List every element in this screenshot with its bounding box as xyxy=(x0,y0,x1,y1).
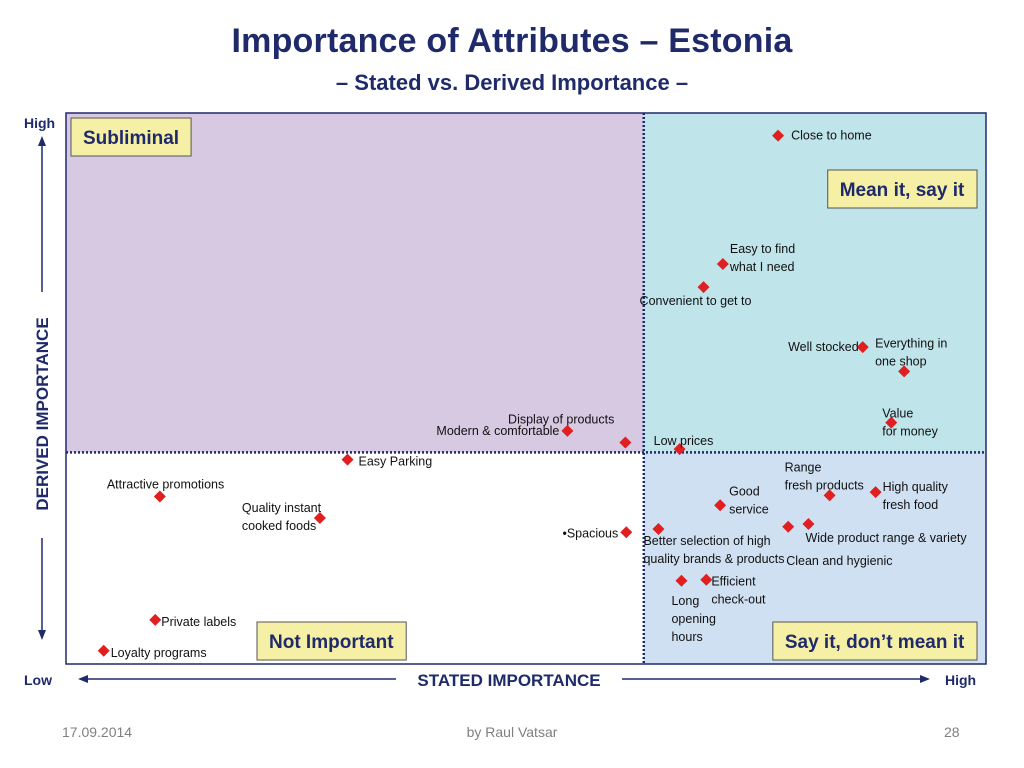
data-point-marker xyxy=(898,365,911,378)
data-point-marker xyxy=(802,518,815,531)
x-axis-arrow-right xyxy=(920,675,930,683)
footer-date: 17.09.2014 xyxy=(62,724,133,740)
quadrant-subliminal-bg xyxy=(66,113,644,453)
y-axis-title: DERIVED IMPORTANCE xyxy=(33,317,52,510)
data-point-marker xyxy=(97,644,110,657)
data-point-label: Attractive promotions xyxy=(107,477,224,491)
data-point-label: Easy Parking xyxy=(359,455,433,469)
data-point-label: Efficient check-out xyxy=(711,575,766,607)
data-point-label: Good service xyxy=(729,484,769,516)
data-point-marker xyxy=(652,523,665,536)
quadrant-label-bottom-left: Not Important xyxy=(256,621,407,661)
quadrant-label-text: Say it, don’t mean it xyxy=(785,632,965,653)
data-point-marker xyxy=(869,486,882,499)
footer-page-number: 28 xyxy=(944,724,960,740)
quadrant-label-text: Not Important xyxy=(269,632,394,653)
data-point-marker xyxy=(782,520,795,533)
data-point-marker xyxy=(313,511,326,524)
x-axis-low-label: Low xyxy=(24,672,52,688)
quadrant-label-box xyxy=(827,169,978,209)
data-point-marker xyxy=(716,257,729,270)
data-point-marker xyxy=(561,424,574,437)
data-point-label: Everything in one shop xyxy=(875,336,947,368)
data-point-marker xyxy=(673,443,686,456)
y-axis-arrow-up xyxy=(38,136,46,146)
quadrant-label-bottom-right: Say it, don’t mean it xyxy=(772,621,978,661)
x-axis-title: STATED IMPORTANCE xyxy=(417,671,600,690)
data-point-marker xyxy=(149,613,162,626)
y-axis-arrow-down xyxy=(38,630,46,640)
data-point-marker xyxy=(341,453,354,466)
data-point-label: Private labels xyxy=(161,615,236,629)
data-point-marker xyxy=(620,526,633,539)
slide-subtitle: – Stated vs. Derived Importance – xyxy=(335,70,689,95)
data-point-label: Display of products xyxy=(508,412,614,426)
quadrant-label-box xyxy=(256,621,407,661)
data-point-marker xyxy=(619,436,632,449)
data-point-marker xyxy=(700,573,713,586)
data-point-marker xyxy=(675,574,688,587)
quadrant-label-box xyxy=(772,621,978,661)
data-point-label: Well stocked xyxy=(788,340,859,354)
quadrant-mean-it-bg xyxy=(643,113,986,453)
data-point-marker xyxy=(153,490,166,503)
data-point-label: Value for money xyxy=(882,407,938,439)
data-point-label: Long opening hours xyxy=(671,594,716,644)
data-point-label: Better selection of high quality brands &… xyxy=(643,534,784,566)
quadrant-label-top-right: Mean it, say it xyxy=(827,169,978,209)
plot-frame xyxy=(65,112,987,665)
data-point-label: Close to home xyxy=(791,129,872,143)
slide-title: Importance of Attributes – Estonia xyxy=(231,22,793,60)
x-axis-arrow-left xyxy=(78,675,88,683)
data-point-label: Loyalty programs xyxy=(111,646,207,660)
data-point-label: Wide product range & variety xyxy=(805,531,967,545)
quadrant-label-text: Mean it, say it xyxy=(840,180,965,201)
data-point-marker xyxy=(885,416,898,429)
data-point-label: Easy to find what I need xyxy=(729,242,795,274)
quadrant-label-box xyxy=(70,117,192,157)
data-point-marker xyxy=(772,129,785,142)
x-axis-high-label: High xyxy=(945,672,976,688)
data-point-marker xyxy=(823,489,836,502)
data-point-label: Low prices xyxy=(654,434,714,448)
data-point-label: Clean and hygienic xyxy=(786,554,892,568)
quadrant-label-text: Subliminal xyxy=(83,128,179,149)
data-point-label: •Spacious xyxy=(562,526,618,540)
quadrant-label-top-left: Subliminal xyxy=(70,117,192,157)
data-point-label: Convenient to get to xyxy=(640,294,752,308)
y-axis-high-label: High xyxy=(24,115,55,131)
data-point-label: Quality instant cooked foods xyxy=(242,501,322,533)
data-point-label: Modern & comfortable xyxy=(436,424,559,438)
data-point-marker xyxy=(697,281,710,294)
data-point-label: Range fresh products xyxy=(785,460,864,492)
data-point-label: High quality fresh food xyxy=(883,480,949,512)
data-point-marker xyxy=(714,499,727,512)
footer-author: by Raul Vatsar xyxy=(466,724,558,740)
data-point-marker xyxy=(856,341,869,354)
